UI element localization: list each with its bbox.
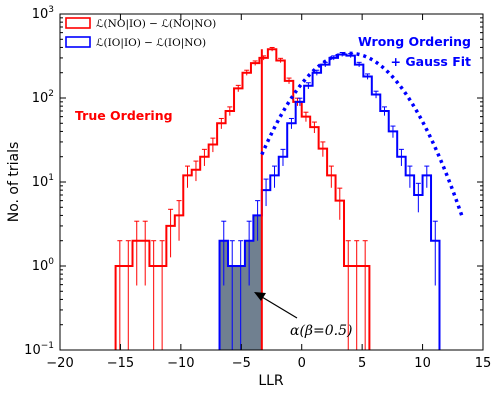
x-tick-label: 0 xyxy=(298,356,306,371)
true-ordering-label: True Ordering xyxy=(75,108,173,123)
x-tick-label: 5 xyxy=(358,356,366,371)
gauss-fit-curve xyxy=(260,51,465,219)
alpha-label: α(β=0.5) xyxy=(290,323,352,339)
histogram-step-0 xyxy=(114,48,371,350)
x-tick-label: −10 xyxy=(167,356,194,371)
y-tick-label: 103 xyxy=(32,5,54,22)
y-tick-label: 10−1 xyxy=(24,341,54,358)
alpha-arrow-head xyxy=(254,292,266,301)
legend-entry-red: ℒ(NO|IO) − ℒ(NO|NO) xyxy=(96,18,216,31)
gauss-fit-layer xyxy=(260,51,465,219)
axis-ticks: −20 −15 −10 −5 0 5 10 15 10−1 100 101 102 103 xyxy=(24,5,491,371)
y-tick-label: 100 xyxy=(32,257,55,274)
y-tick-label: 101 xyxy=(32,173,54,190)
y-tick-label: 102 xyxy=(32,89,54,106)
alpha-annotation: α(β=0.5) xyxy=(254,292,352,339)
x-tick-label: −20 xyxy=(46,356,73,371)
legend-entry-blue: ℒ(IO|IO) − ℒ(IO|NO) xyxy=(96,37,206,50)
legend: ℒ(NO|IO) − ℒ(NO|NO) ℒ(IO|IO) − ℒ(IO|NO) xyxy=(65,17,216,50)
y-axis-label: No. of trials xyxy=(6,142,22,223)
gauss-fit-label: + Gauss Fit xyxy=(391,54,471,69)
x-axis-label: LLR xyxy=(258,373,284,389)
legend-swatch-blue xyxy=(65,36,91,48)
x-tick-label: 10 xyxy=(414,356,431,371)
x-tick-label: 15 xyxy=(475,356,492,371)
alpha-arrow-line xyxy=(261,296,298,319)
series-layer xyxy=(114,46,441,350)
legend-swatch-red xyxy=(65,17,91,29)
x-tick-label: −5 xyxy=(232,356,251,371)
x-tick-label: −15 xyxy=(107,356,134,371)
series-0 xyxy=(114,46,371,350)
wrong-ordering-label: Wrong Ordering xyxy=(358,34,471,49)
